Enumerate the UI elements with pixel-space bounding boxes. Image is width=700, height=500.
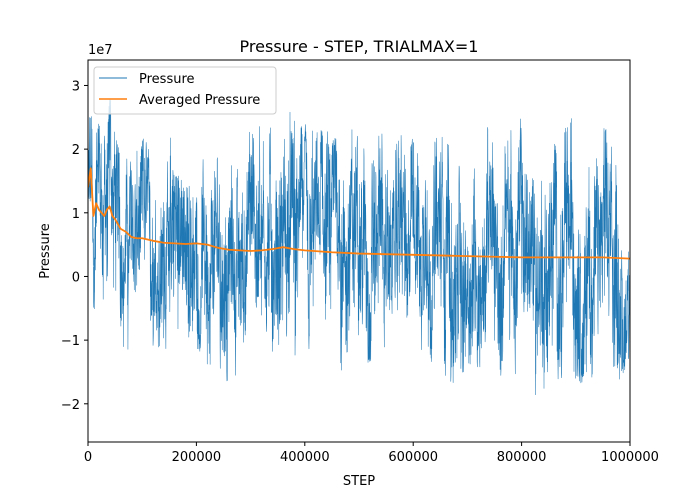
averaged-pressure-series-line — [88, 167, 630, 260]
y-axis: −2 −1 0 1 2 3 — [61, 79, 88, 413]
legend: Pressure Averaged Pressure — [93, 66, 277, 115]
x-tick-label: 400000 — [280, 450, 330, 465]
y-tick-label: 1 — [72, 207, 80, 222]
x-tick-label: 200000 — [172, 450, 222, 465]
pressure-series-line — [88, 99, 630, 396]
x-tick-label: 800000 — [497, 450, 547, 465]
y-tick-label: 2 — [72, 143, 80, 158]
y-tick-label: −2 — [61, 398, 80, 413]
legend-box — [93, 66, 277, 115]
x-tick-label: 0 — [84, 450, 92, 465]
plot-area — [88, 99, 630, 396]
y-tick-label: 3 — [72, 79, 80, 94]
plot-frame — [87, 59, 631, 443]
y-tick-label: 0 — [72, 270, 80, 285]
y-axis-label: Pressure — [38, 223, 53, 279]
x-tick-label: 1000000 — [601, 450, 659, 465]
legend-pressure-label: Pressure — [139, 72, 195, 87]
x-axis-label: STEP — [343, 474, 375, 489]
legend-averaged-pressure-label: Averaged Pressure — [139, 93, 260, 108]
x-tick-label: 600000 — [388, 450, 438, 465]
x-axis: 0 200000 400000 600000 800000 1000000 — [84, 442, 659, 465]
y-tick-label: −1 — [61, 334, 80, 349]
y-scale-multiplier: 1e7 — [88, 43, 113, 58]
chart-title: Pressure - STEP, TRIALMAX=1 — [240, 37, 479, 56]
